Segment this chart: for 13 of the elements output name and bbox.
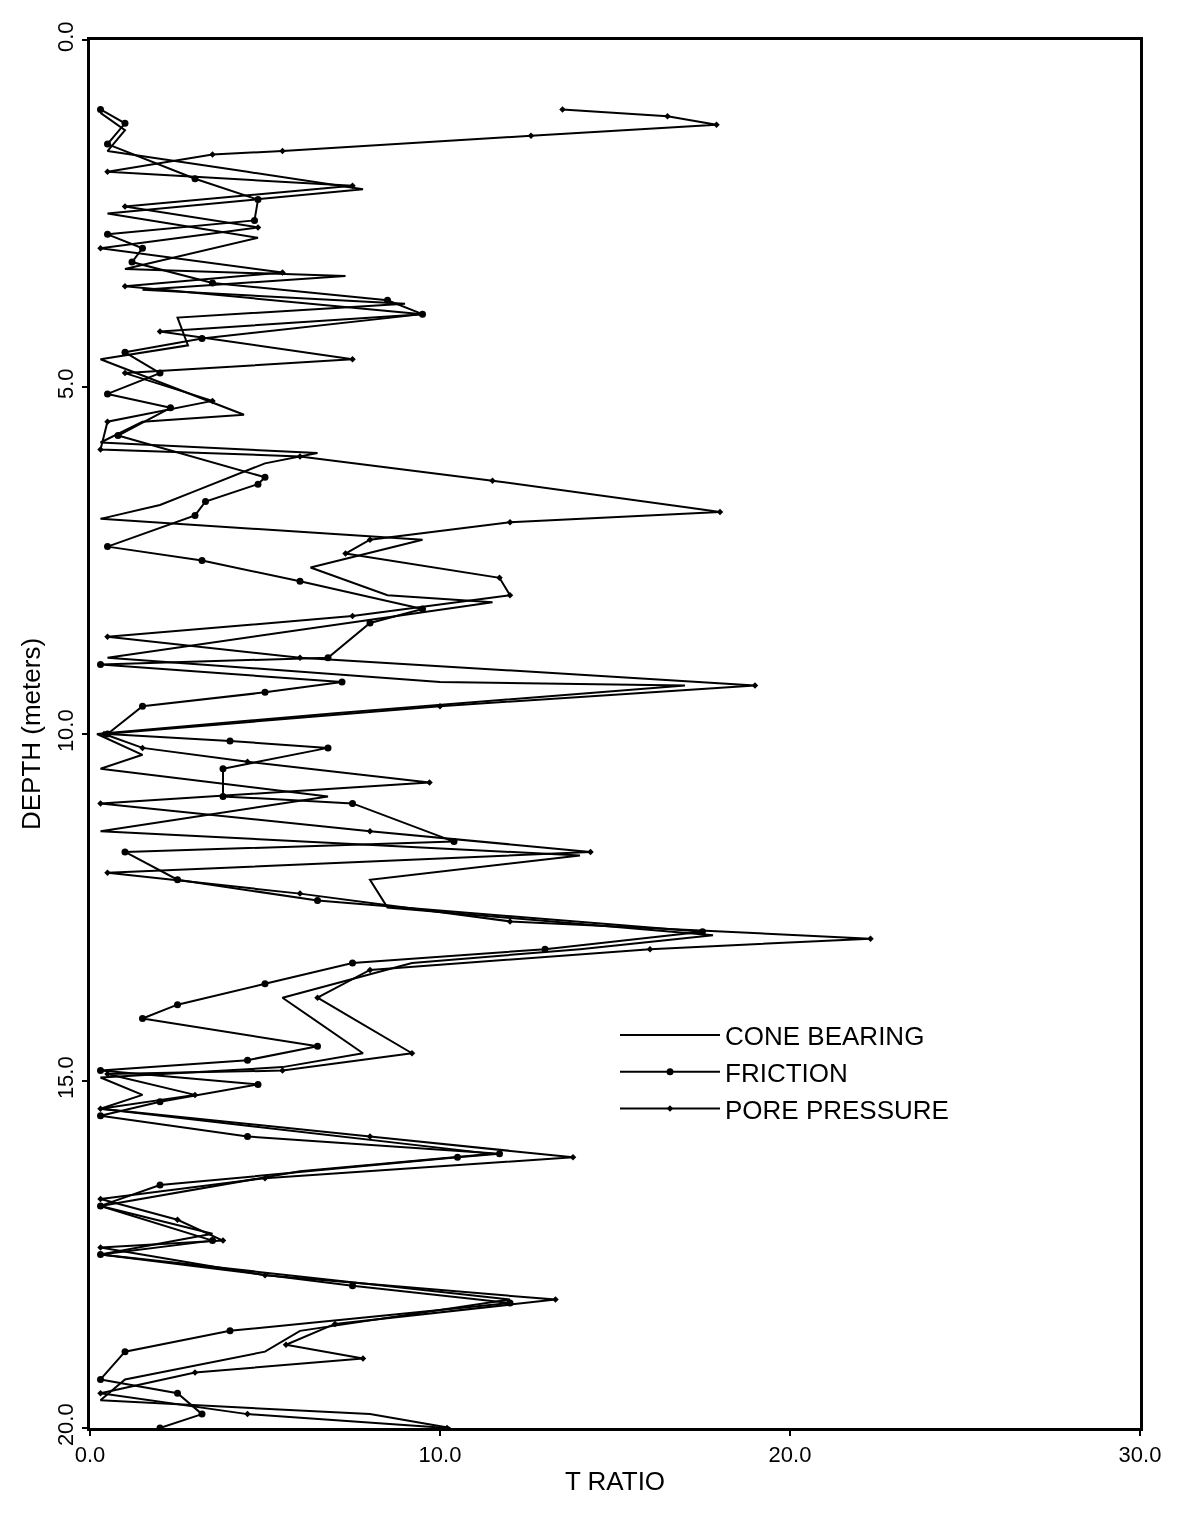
- x-axis-title: T RATIO: [564, 1466, 666, 1497]
- x-tick-label: 0.0: [74, 1442, 106, 1468]
- legend-label: CONE BEARING: [725, 1021, 925, 1052]
- legend-label: PORE PRESSURE: [725, 1094, 949, 1125]
- x-tick-label: 10.0: [418, 1442, 462, 1468]
- y-tick-label: 0.0: [53, 21, 79, 52]
- y-axis-title: DEPTH (meters): [15, 637, 46, 831]
- x-tick-label: 20.0: [768, 1442, 812, 1468]
- legend-label: FRICTION: [725, 1057, 848, 1088]
- x-tick-label: 30.0: [1118, 1442, 1162, 1468]
- y-tick-label: 15.0: [53, 1056, 79, 1100]
- y-tick-label: 10.0: [53, 709, 79, 753]
- y-tick-label: 5.0: [53, 368, 79, 399]
